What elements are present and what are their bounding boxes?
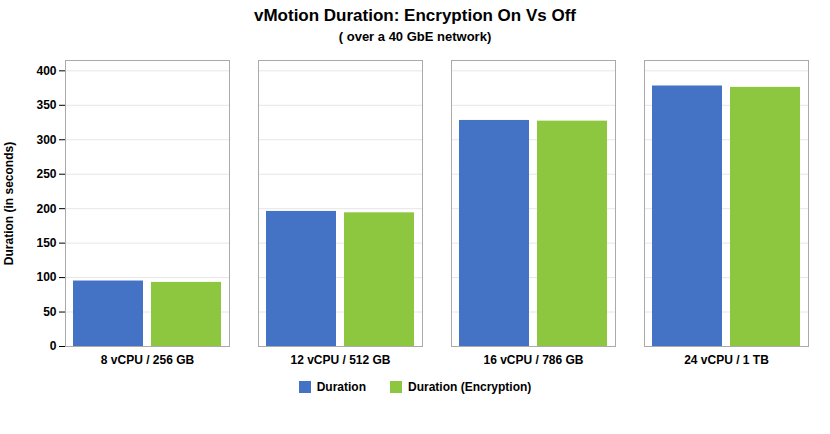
svg-text:400: 400 bbox=[36, 64, 56, 78]
svg-text:16 vCPU / 786 GB: 16 vCPU / 786 GB bbox=[483, 353, 583, 367]
html-text:vMotion Duration: Encryption O: vMotion Duration: Encryption On Vs Off bbox=[254, 6, 576, 25]
svg-text:300: 300 bbox=[36, 133, 56, 147]
svg-text:50: 50 bbox=[43, 305, 57, 319]
html-text:Duration: Duration bbox=[316, 380, 366, 394]
svg-text:200: 200 bbox=[36, 202, 56, 216]
svg-text:8 vCPU / 256 GB: 8 vCPU / 256 GB bbox=[101, 353, 195, 367]
svg-text:Duration (in seconds): Duration (in seconds) bbox=[2, 142, 16, 265]
svg-text:150: 150 bbox=[36, 236, 56, 250]
svg-text:0: 0 bbox=[50, 339, 57, 353]
svg-text:250: 250 bbox=[36, 167, 56, 181]
svg-text:12 vCPU / 512 GB: 12 vCPU / 512 GB bbox=[290, 353, 390, 367]
html-text:Duration (Encryption): Duration (Encryption) bbox=[408, 380, 532, 394]
html-text:( over a 40 GbE network): ( over a 40 GbE network) bbox=[338, 29, 492, 44]
svg-text:100: 100 bbox=[36, 270, 56, 284]
svg-text:24 vCPU / 1 TB: 24 vCPU / 1 TB bbox=[684, 353, 769, 367]
svg-text:350: 350 bbox=[36, 98, 56, 112]
